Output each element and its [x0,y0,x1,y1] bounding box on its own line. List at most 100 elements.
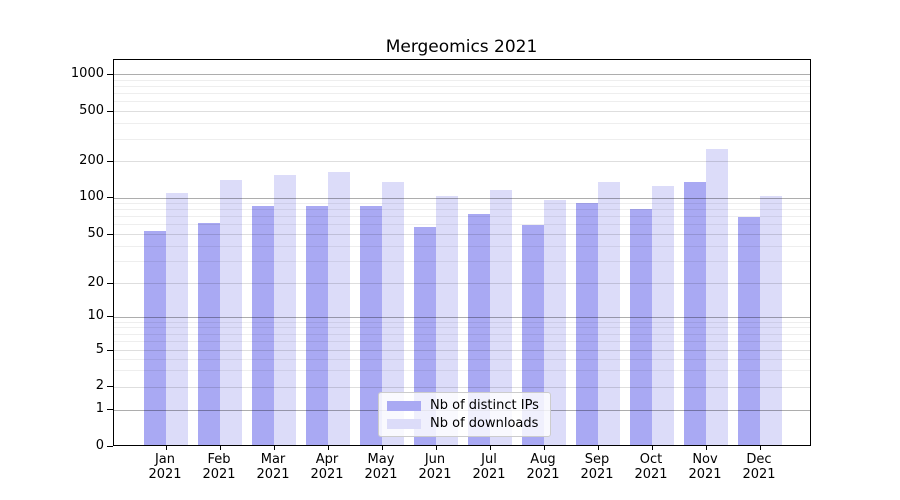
gridline-y-100 [113,197,810,199]
x-tick-nov [705,445,707,450]
y-label-50: 50 [87,225,104,241]
bar-feb-downloads [220,179,242,445]
x-label-nov: Nov 2021 [688,452,722,482]
x-tick-apr [327,445,329,450]
bar-sep-distinct-ips [576,203,598,445]
bar-nov-downloads [706,149,728,445]
bar-aug-distinct-ips [522,225,544,445]
x-tick-dec [759,445,761,450]
gridline-y-5 [113,350,810,351]
gridline-y-1000 [113,74,810,75]
x-label-oct: Oct 2021 [634,452,668,482]
gridline-y-300 [113,138,810,140]
y-label-10: 10 [87,308,104,323]
x-tick-jun [435,445,437,450]
legend-item-downloads: Nb of downloads [387,416,539,431]
y-tick-10 [106,316,113,318]
legend-swatch-downloads [387,418,421,429]
x-tick-may [381,445,383,450]
y-tick-0 [106,445,113,447]
x-tick-mar [273,445,275,450]
bar-sep-downloads [598,181,620,445]
gridline-y-500 [113,111,810,112]
x-label-jan: Jan 2021 [148,452,182,482]
gridline-y-800 [113,85,810,87]
y-label-500: 500 [79,102,104,118]
y-label-100: 100 [79,189,104,204]
y-tick-200 [106,160,113,162]
bar-apr-distinct-ips [306,205,328,445]
gridline-y-2 [113,386,810,388]
x-label-aug: Aug 2021 [526,452,560,482]
bar-dec-distinct-ips [738,216,760,445]
y-label-0: 0 [95,437,104,453]
bar-oct-distinct-ips [630,208,652,445]
y-tick-20 [106,282,113,284]
gridline-y-8 [113,327,810,329]
gridline-y-900 [113,79,810,81]
gridline-y-9 [113,321,810,323]
bar-oct-downloads [652,185,674,445]
gridline-y-90 [113,203,810,205]
y-label-200: 200 [79,152,104,168]
gridline-y-20 [113,283,810,284]
x-tick-feb [219,445,221,450]
legend-label-distinct-ips: Nb of distinct IPs [430,398,539,413]
gridline-y-80 [113,209,810,211]
chart-title: Mergeomics 2021 [385,37,538,57]
y-tick-1 [106,409,113,411]
x-tick-oct [651,445,653,450]
y-tick-500 [106,110,113,112]
legend-label-downloads: Nb of downloads [430,416,539,431]
y-label-5: 5 [95,341,104,357]
gridline-y-7 [113,333,810,335]
x-label-apr: Apr 2021 [310,452,344,482]
bar-feb-distinct-ips [198,223,220,445]
plot-area [106,59,811,450]
gridline-y-600 [113,101,810,103]
gridline-y-3 [113,370,810,372]
bar-jul-downloads [490,189,512,445]
bar-mar-distinct-ips [252,205,274,445]
y-label-2: 2 [95,378,104,393]
gridline-y-400 [113,123,810,125]
x-tick-jan [165,445,167,450]
legend-swatch-distinct-ips [387,400,421,411]
bar-apr-downloads [328,172,350,445]
x-tick-aug [543,445,545,450]
y-tick-5 [106,349,113,351]
bar-jan-downloads [166,192,188,445]
x-label-dec: Dec 2021 [742,452,776,482]
x-label-jul: Jul 2021 [472,452,506,482]
bar-jan-distinct-ips [144,230,166,445]
bar-nov-distinct-ips [684,181,706,445]
y-label-20: 20 [87,274,104,290]
gridline-y-30 [113,261,810,263]
x-label-jun: Jun 2021 [418,452,452,482]
gridline-y-10 [113,316,810,318]
x-tick-sep [597,445,599,450]
legend-item-distinct-ips: Nb of distinct IPs [387,398,539,413]
x-label-feb: Feb 2021 [202,452,236,482]
bar-jun-distinct-ips [414,226,436,445]
x-label-may: May 2021 [364,452,398,482]
gridline-y-40 [113,245,810,247]
x-label-sep: Sep 2021 [580,452,614,482]
gridline-y-6 [113,341,810,343]
gridline-y-4 [113,358,810,360]
y-label-1000: 1000 [70,65,104,81]
gridline-y-60 [113,224,810,226]
gridline-y-700 [113,93,810,95]
y-tick-1000 [106,73,113,75]
y-label-1: 1 [95,401,104,416]
x-label-mar: Mar 2021 [256,452,290,482]
bar-dec-downloads [760,195,782,445]
bar-jun-downloads [436,195,458,445]
gridline-y-200 [113,161,810,162]
x-tick-jul [489,445,491,450]
gridline-y-50 [113,234,810,235]
y-tick-100 [106,197,113,199]
y-tick-50 [106,233,113,235]
bar-may-distinct-ips [360,205,382,445]
